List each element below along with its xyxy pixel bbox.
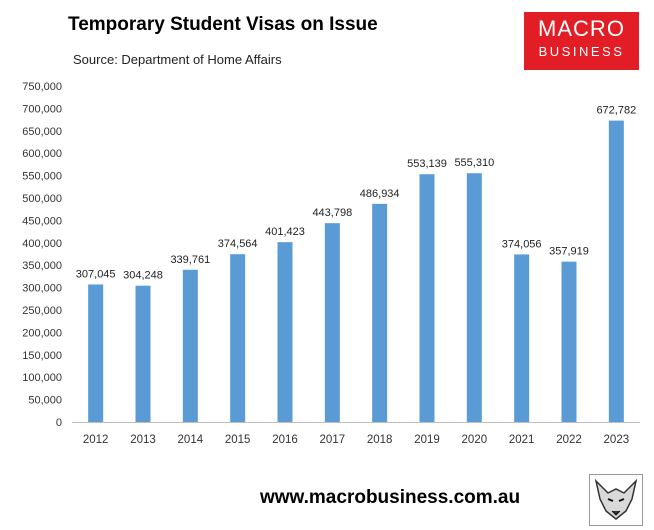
x-tick-label: 2017 <box>320 434 346 446</box>
website-url: www.macrobusiness.com.au <box>260 487 521 508</box>
data-label-2019: 553,139 <box>407 158 447 170</box>
y-tick-label: 50,000 <box>28 395 62 407</box>
data-label-2015: 374,564 <box>218 238 258 250</box>
x-tick-label: 2013 <box>130 434 156 446</box>
bar-2022 <box>561 261 577 422</box>
data-label-2012: 307,045 <box>76 268 116 280</box>
bar-2020 <box>466 173 482 422</box>
bar-2018 <box>372 203 388 422</box>
data-label-2017: 443,798 <box>312 207 352 219</box>
x-tick-label: 2021 <box>509 434 535 446</box>
bar-2017 <box>324 223 340 422</box>
x-tick-label: 2020 <box>462 434 488 446</box>
y-tick-label: 450,000 <box>22 215 62 227</box>
x-tick-label: 2018 <box>367 434 393 446</box>
macrobusiness-logo: MACRO BUSINESS <box>524 12 639 70</box>
x-tick-label: 2022 <box>556 434 582 446</box>
x-tick-label: 2023 <box>604 434 630 446</box>
data-label-2013: 304,248 <box>123 270 163 282</box>
y-tick-label: 500,000 <box>22 193 62 205</box>
y-tick-label: 100,000 <box>22 372 62 384</box>
chart-subtitle: Source: Department of Home Affairs <box>73 52 282 67</box>
data-label-2023: 672,782 <box>596 105 636 117</box>
x-tick-label: 2015 <box>225 434 251 446</box>
data-label-2022: 357,919 <box>549 246 589 258</box>
bar-2019 <box>419 174 435 422</box>
y-tick-label: 650,000 <box>22 126 62 138</box>
x-tick-label: 2016 <box>272 434 298 446</box>
fox-logo-icon <box>589 474 643 526</box>
bar-2021 <box>514 254 530 422</box>
bar-2013 <box>135 285 151 422</box>
y-tick-label: 150,000 <box>22 350 62 362</box>
y-tick-label: 550,000 <box>22 171 62 183</box>
logo-line-1: MACRO <box>538 16 625 41</box>
y-tick-label: 250,000 <box>22 305 62 317</box>
y-tick-label: 350,000 <box>22 260 62 272</box>
bar-2023 <box>608 120 624 423</box>
logo-line-2: BUSINESS <box>538 44 625 59</box>
bar-2015 <box>230 254 246 422</box>
x-axis: 2012 2013 2014 2015 2016 2017 2018 2019 2020 2021… <box>72 422 640 446</box>
x-tick-label: 2012 <box>83 434 109 446</box>
data-label-2016: 401,423 <box>265 226 305 238</box>
data-label-2020: 555,310 <box>454 157 494 169</box>
x-tick-label: 2019 <box>414 434 440 446</box>
y-tick-label: 750,000 <box>22 81 62 93</box>
chart-title: Temporary Student Visas on Issue <box>68 14 378 35</box>
y-tick-label: 300,000 <box>22 283 62 295</box>
y-axis: 0 50,000 100,000 150,000 200,000 250,000 300,0… <box>22 81 62 429</box>
bars-group: 307,045 304,248 339,761 374,564 401,423 443,7… <box>76 105 636 423</box>
y-tick-label: 700,000 <box>22 103 62 115</box>
y-tick-label: 200,000 <box>22 327 62 339</box>
bar-2016 <box>277 242 293 422</box>
x-tick-label: 2014 <box>178 434 204 446</box>
data-label-2021: 374,056 <box>502 238 542 250</box>
data-label-2018: 486,934 <box>360 188 400 200</box>
data-label-2014: 339,761 <box>170 254 210 266</box>
bar-2012 <box>88 284 104 422</box>
y-tick-label: 400,000 <box>22 238 62 250</box>
y-tick-label: 0 <box>56 417 62 429</box>
bar-2014 <box>182 269 198 422</box>
y-tick-label: 600,000 <box>22 148 62 160</box>
